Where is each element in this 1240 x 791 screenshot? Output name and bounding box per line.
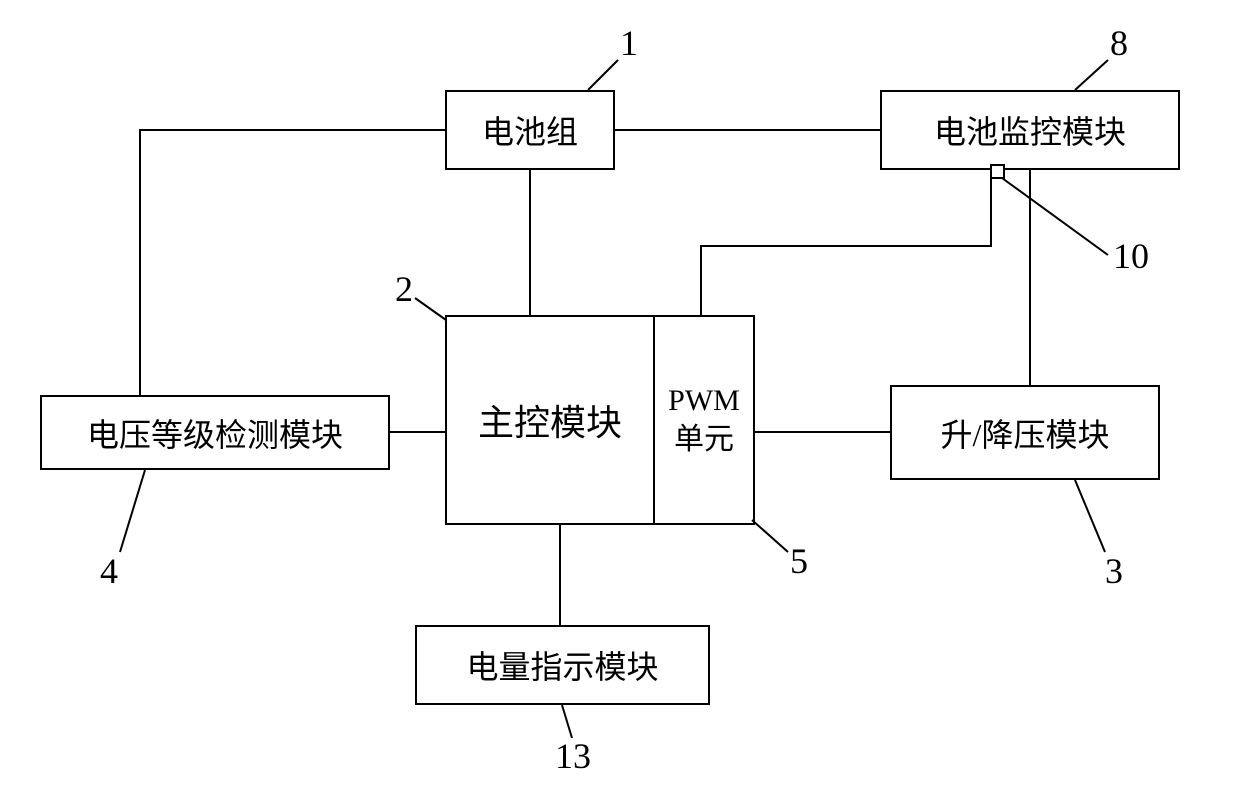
ref-10: 10 <box>1113 235 1149 277</box>
label-power-indicator: 电量指示模块 <box>466 642 658 688</box>
ref-2: 2 <box>395 268 413 310</box>
node-buck-boost: 升/降压模块 <box>890 385 1160 480</box>
label-buck-boost: 升/降压模块 <box>941 410 1110 456</box>
ref-13: 13 <box>555 735 591 777</box>
ref-3: 3 <box>1105 550 1123 592</box>
edge-sensor-to-main-h <box>700 245 992 247</box>
node-battery-pack: 电池组 <box>445 90 615 170</box>
node-pwm-unit: PWM 单元 <box>653 315 755 525</box>
ref-5: 5 <box>790 540 808 582</box>
edge-battery-to-main <box>529 170 531 315</box>
node-voltage-detect: 电压等级检测模块 <box>40 395 390 470</box>
label-voltage-detect: 电压等级检测模块 <box>87 410 343 456</box>
node-power-indicator: 电量指示模块 <box>415 625 710 705</box>
node-sensor-point <box>990 164 1005 179</box>
edge-main-to-indicator <box>559 525 561 625</box>
edge-sensor-to-main-v2 <box>700 245 702 315</box>
label-pwm-unit: PWM 单元 <box>668 381 740 459</box>
edge-monitor-to-buckboost <box>1029 170 1031 385</box>
ref-8: 8 <box>1110 22 1128 64</box>
edge-voltage-to-battery-v <box>139 129 141 395</box>
label-main-control: 主控模块 <box>478 394 622 446</box>
node-main-control: 主控模块 <box>445 315 655 525</box>
label-battery-pack: 电池组 <box>482 107 578 153</box>
edge-voltage-to-battery-h <box>139 129 445 131</box>
edge-sensor-to-main-v1 <box>990 179 992 247</box>
edge-battery-to-monitor <box>615 129 880 131</box>
edge-pwm-to-buckboost <box>755 431 890 433</box>
edge-voltage-to-main <box>390 431 445 433</box>
ref-4: 4 <box>100 550 118 592</box>
label-battery-monitor: 电池监控模块 <box>934 107 1126 153</box>
node-battery-monitor: 电池监控模块 <box>880 90 1180 170</box>
ref-1: 1 <box>620 22 638 64</box>
